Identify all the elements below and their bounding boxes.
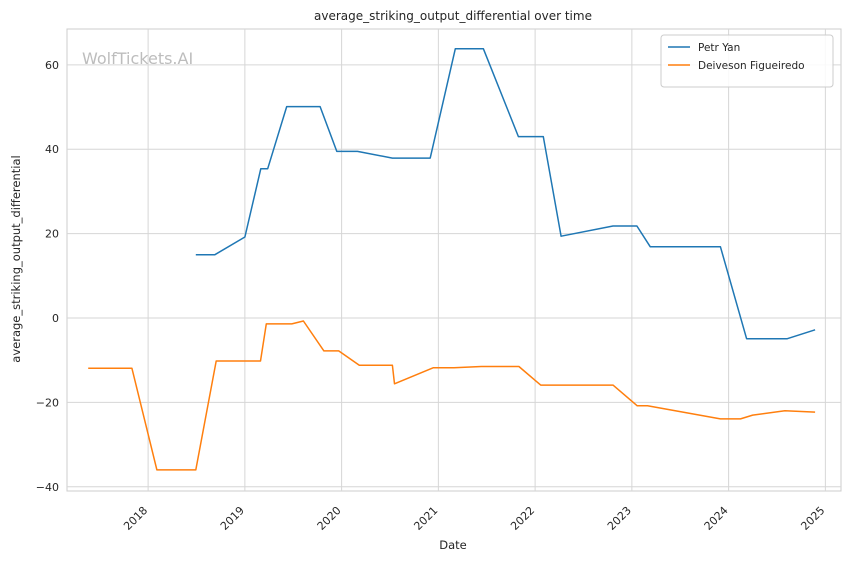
y-tick-label: 60: [45, 59, 59, 72]
x-tick-label: 2023: [605, 504, 634, 533]
y-axis-label: average_striking_output_differential: [9, 155, 23, 362]
legend: Petr Yan Deiveson Figueiredo: [660, 34, 834, 88]
y-tick-label: 20: [45, 228, 59, 241]
legend-label-1: Deiveson Figueiredo: [698, 60, 805, 72]
x-axis-label: Date: [439, 538, 467, 552]
y-tick-label: 0: [52, 312, 59, 325]
y-tick-label: −20: [36, 396, 59, 409]
x-tick-label: 2020: [315, 504, 344, 533]
watermark-text: WolfTickets.AI: [82, 49, 193, 68]
y-tick-labels: 60 40 20 0 −20 −40: [36, 59, 59, 494]
x-tick-label: 2024: [702, 504, 731, 533]
series-line-0: [195, 48, 816, 340]
x-tick-label: 2021: [411, 504, 440, 533]
x-tick-labels: 2018 2019 2020 2021 2022 2023 2024 2025: [121, 504, 827, 533]
legend-box: [660, 34, 834, 88]
x-tick-label: 2025: [798, 504, 827, 533]
x-tick-label: 2022: [508, 504, 537, 533]
y-tick-label: 40: [45, 143, 59, 156]
y-tick-label: −40: [36, 481, 59, 494]
x-tick-label: 2019: [218, 504, 247, 533]
legend-label-0: Petr Yan: [698, 42, 740, 54]
series-lines: [88, 48, 816, 471]
x-tick-label: 2018: [121, 504, 150, 533]
series-line-1: [88, 320, 816, 471]
plot-area: [66, 28, 842, 492]
chart-title: average_striking_output_differential ove…: [314, 9, 592, 23]
